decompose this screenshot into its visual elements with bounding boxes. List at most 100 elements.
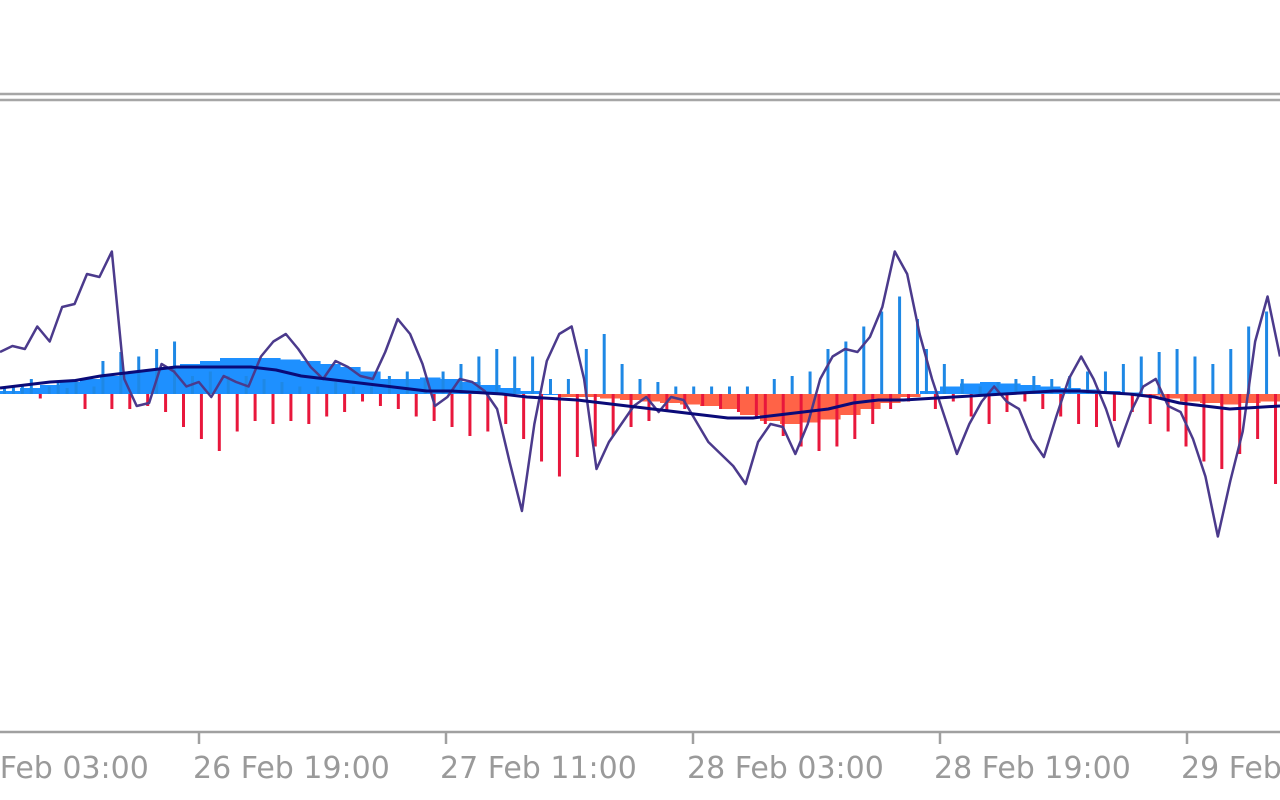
histogram-bar (414, 394, 418, 417)
histogram-bar (960, 379, 964, 394)
histogram-bar (808, 371, 812, 394)
area-column (1180, 394, 1201, 402)
histogram-bar (1166, 394, 1170, 432)
histogram-bar (217, 394, 221, 451)
histogram-bar (584, 349, 588, 394)
histogram-bar (1023, 394, 1027, 402)
area-column (680, 394, 701, 405)
histogram-bar (1086, 371, 1090, 394)
area-column (160, 367, 181, 394)
histogram-bar (531, 356, 535, 394)
area-column (900, 394, 921, 397)
area-column (720, 394, 741, 409)
histogram-bar (1238, 394, 1242, 454)
histogram-bar (1095, 394, 1098, 427)
x-tick-label: 26 Feb 19:00 (193, 751, 390, 786)
histogram-bar (745, 386, 749, 394)
histogram-bar (235, 394, 239, 432)
area-column (800, 394, 821, 423)
histogram-bar (405, 371, 409, 394)
histogram-bar (1041, 394, 1045, 409)
histogram-bar (871, 394, 875, 424)
histogram-bar (817, 394, 821, 451)
histogram-bar (1068, 376, 1072, 394)
area-column (520, 391, 541, 394)
area-column (400, 379, 421, 394)
histogram-bar (289, 394, 293, 421)
histogram-bar (1247, 326, 1251, 394)
histogram-bar (557, 394, 561, 477)
histogram-bar (423, 379, 427, 394)
histogram-bar (1274, 394, 1278, 484)
area-column (1220, 394, 1241, 405)
histogram-bar (182, 394, 185, 427)
histogram-bar (1175, 349, 1179, 394)
histogram-bar (352, 386, 356, 394)
histogram-bar (1032, 376, 1036, 394)
histogram-bar (1211, 364, 1215, 394)
histogram-bar (915, 319, 919, 394)
histogram-bar (387, 376, 391, 394)
histogram-bar (844, 341, 848, 394)
histogram-bar (602, 334, 606, 394)
histogram-bars (2, 296, 1278, 484)
histogram-bar (710, 386, 714, 394)
histogram-bar (862, 326, 866, 394)
chart-top-border (0, 92, 1280, 102)
histogram-bar (164, 394, 168, 412)
area-column (480, 385, 501, 394)
signal-line (0, 365, 1280, 420)
histogram-bar (2, 386, 6, 394)
histogram-bar (262, 379, 266, 394)
fast-line (0, 250, 1280, 538)
histogram-bar (38, 394, 42, 399)
histogram-bar (271, 394, 275, 424)
histogram-bar (548, 379, 552, 394)
x-tick-label: 27 Feb 11:00 (440, 751, 637, 786)
histogram-bar (674, 386, 678, 394)
histogram-bar (128, 394, 132, 409)
histogram-bar (369, 386, 373, 394)
histogram-bar (74, 379, 78, 394)
area-column (560, 394, 581, 397)
area-column (80, 379, 101, 394)
histogram-bar (307, 394, 311, 424)
histogram-bar (1014, 379, 1018, 394)
histogram-bar (432, 394, 436, 421)
histogram-bar (65, 388, 69, 394)
area-column (1160, 394, 1181, 399)
x-tick-label: 28 Feb 19:00 (934, 751, 1131, 786)
histogram-bar (1157, 352, 1161, 394)
histogram-bar (56, 382, 60, 394)
histogram-bar (20, 386, 24, 394)
histogram-bar (396, 394, 400, 409)
area-column (780, 394, 801, 424)
area-column (500, 388, 521, 394)
histogram-bar (137, 356, 141, 394)
histogram-bar (208, 371, 212, 394)
histogram-bar (522, 394, 526, 439)
histogram-bar (611, 394, 615, 436)
histogram-bar (1193, 356, 1197, 394)
area-column (980, 382, 1001, 394)
histogram-bar (996, 382, 1000, 394)
histogram-bar (253, 394, 257, 421)
histogram-bar (146, 394, 150, 406)
area-column (280, 359, 301, 394)
histogram-bar (110, 394, 114, 409)
histogram-bar (361, 394, 365, 402)
histogram-bar (441, 371, 445, 394)
area-column (540, 394, 561, 395)
histogram-bar (199, 394, 203, 439)
histogram-bar (719, 394, 723, 409)
histogram-bar (47, 386, 51, 394)
histogram-bar (1229, 349, 1233, 394)
x-tick-label: 29 Feb 11:00 (1181, 751, 1280, 786)
histogram-bar (1103, 371, 1107, 394)
histogram-bar (701, 394, 705, 406)
area-column (0, 391, 21, 394)
histogram-bar (799, 394, 803, 447)
histogram-bar (11, 386, 15, 394)
histogram-bar (468, 394, 472, 436)
histogram-bar (907, 394, 911, 402)
